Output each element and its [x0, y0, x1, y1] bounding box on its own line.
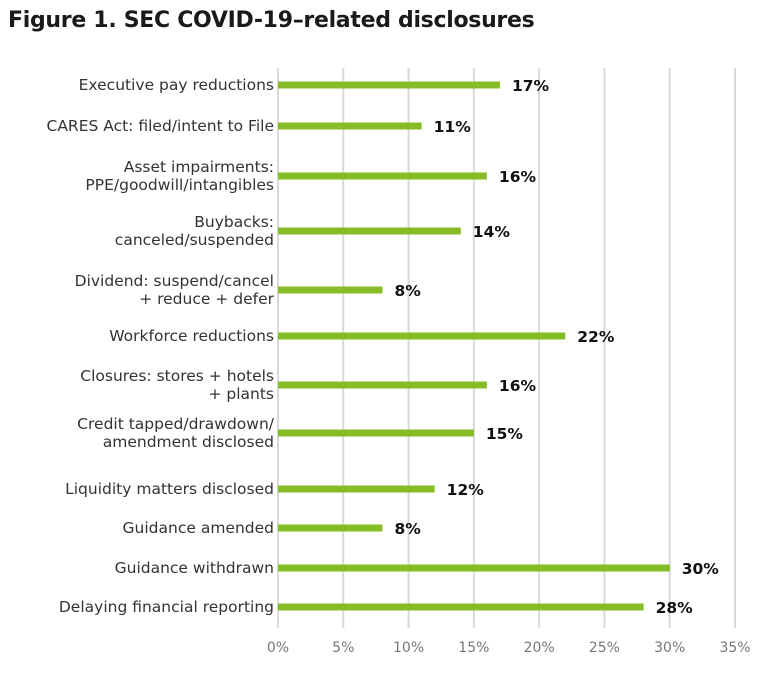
- category-label: Executive pay reductions: [79, 76, 274, 94]
- value-label: 15%: [486, 425, 524, 443]
- category-label-line: amendment disclosed: [103, 433, 274, 451]
- value-label: 28%: [656, 599, 694, 617]
- x-tick-label: 0%: [267, 640, 289, 656]
- value-label: 11%: [434, 118, 472, 136]
- bar: [278, 485, 435, 493]
- value-label: 17%: [512, 77, 550, 95]
- bar: [278, 172, 487, 180]
- category-label-line: PPE/goodwill/intangibles: [85, 176, 274, 194]
- category-label-line: Delaying financial reporting: [59, 598, 274, 616]
- bar: [278, 564, 670, 572]
- category-label-line: Dividend: suspend/cancel: [75, 272, 274, 290]
- x-tick-label: 15%: [458, 640, 489, 656]
- category-label: Liquidity matters disclosed: [65, 480, 274, 498]
- category-label-line: Guidance amended: [123, 519, 274, 537]
- category-label-line: + plants: [208, 385, 274, 403]
- bar: [278, 332, 566, 340]
- x-tick-label: 35%: [719, 640, 750, 656]
- bar: [278, 429, 474, 437]
- bar: [278, 524, 383, 532]
- x-tick-label: 5%: [332, 640, 354, 656]
- category-label-line: Buybacks:: [194, 213, 274, 231]
- bar: [278, 603, 644, 611]
- value-label: 30%: [682, 560, 720, 578]
- x-tick-label: 30%: [654, 640, 685, 656]
- bar: [278, 122, 422, 130]
- x-tick-label: 20%: [524, 640, 555, 656]
- category-label-line: Executive pay reductions: [79, 76, 274, 94]
- bar: [278, 381, 487, 389]
- x-tick-label: 25%: [589, 640, 620, 656]
- category-label: Workforce reductions: [109, 327, 274, 345]
- value-label: 8%: [394, 520, 421, 538]
- category-label-line: Asset impairments:: [124, 158, 274, 176]
- value-label: 12%: [447, 481, 485, 499]
- category-label: Asset impairments: PPE/goodwill/intangibl…: [85, 158, 274, 194]
- bar: [278, 286, 383, 294]
- category-label-line: CARES Act: filed/intent to File: [47, 117, 275, 135]
- category-label: Credit tapped/drawdown/amendment disclos…: [77, 415, 275, 451]
- category-label: CARES Act: filed/intent to File: [47, 117, 275, 135]
- category-label-line: Workforce reductions: [109, 327, 274, 345]
- value-label: 16%: [499, 377, 537, 395]
- category-label: Dividend: suspend/cancel + reduce + defer: [75, 272, 275, 308]
- category-label-line: canceled/suspended: [115, 231, 274, 249]
- x-tick-label: 10%: [393, 640, 424, 656]
- chart-title: Figure 1. SEC COVID-19–related disclosur…: [8, 8, 535, 33]
- category-label: Closures: stores + hotels + plants: [80, 367, 274, 403]
- category-label-line: Credit tapped/drawdown/: [77, 415, 275, 433]
- category-label-line: Closures: stores + hotels: [80, 367, 274, 385]
- value-label: 22%: [577, 328, 615, 346]
- category-label: Guidance amended: [123, 519, 274, 537]
- category-label-line: Guidance withdrawn: [115, 559, 274, 577]
- bar: [278, 81, 500, 89]
- value-label: 14%: [473, 223, 511, 241]
- value-label: 16%: [499, 168, 537, 186]
- category-label: Guidance withdrawn: [115, 559, 274, 577]
- bar: [278, 227, 461, 235]
- category-label-line: Liquidity matters disclosed: [65, 480, 274, 498]
- category-label-line: + reduce + defer: [139, 290, 274, 308]
- value-label: 8%: [394, 282, 421, 300]
- category-label: Delaying financial reporting: [59, 598, 274, 616]
- category-label: Buybacks: canceled/suspended: [115, 213, 274, 249]
